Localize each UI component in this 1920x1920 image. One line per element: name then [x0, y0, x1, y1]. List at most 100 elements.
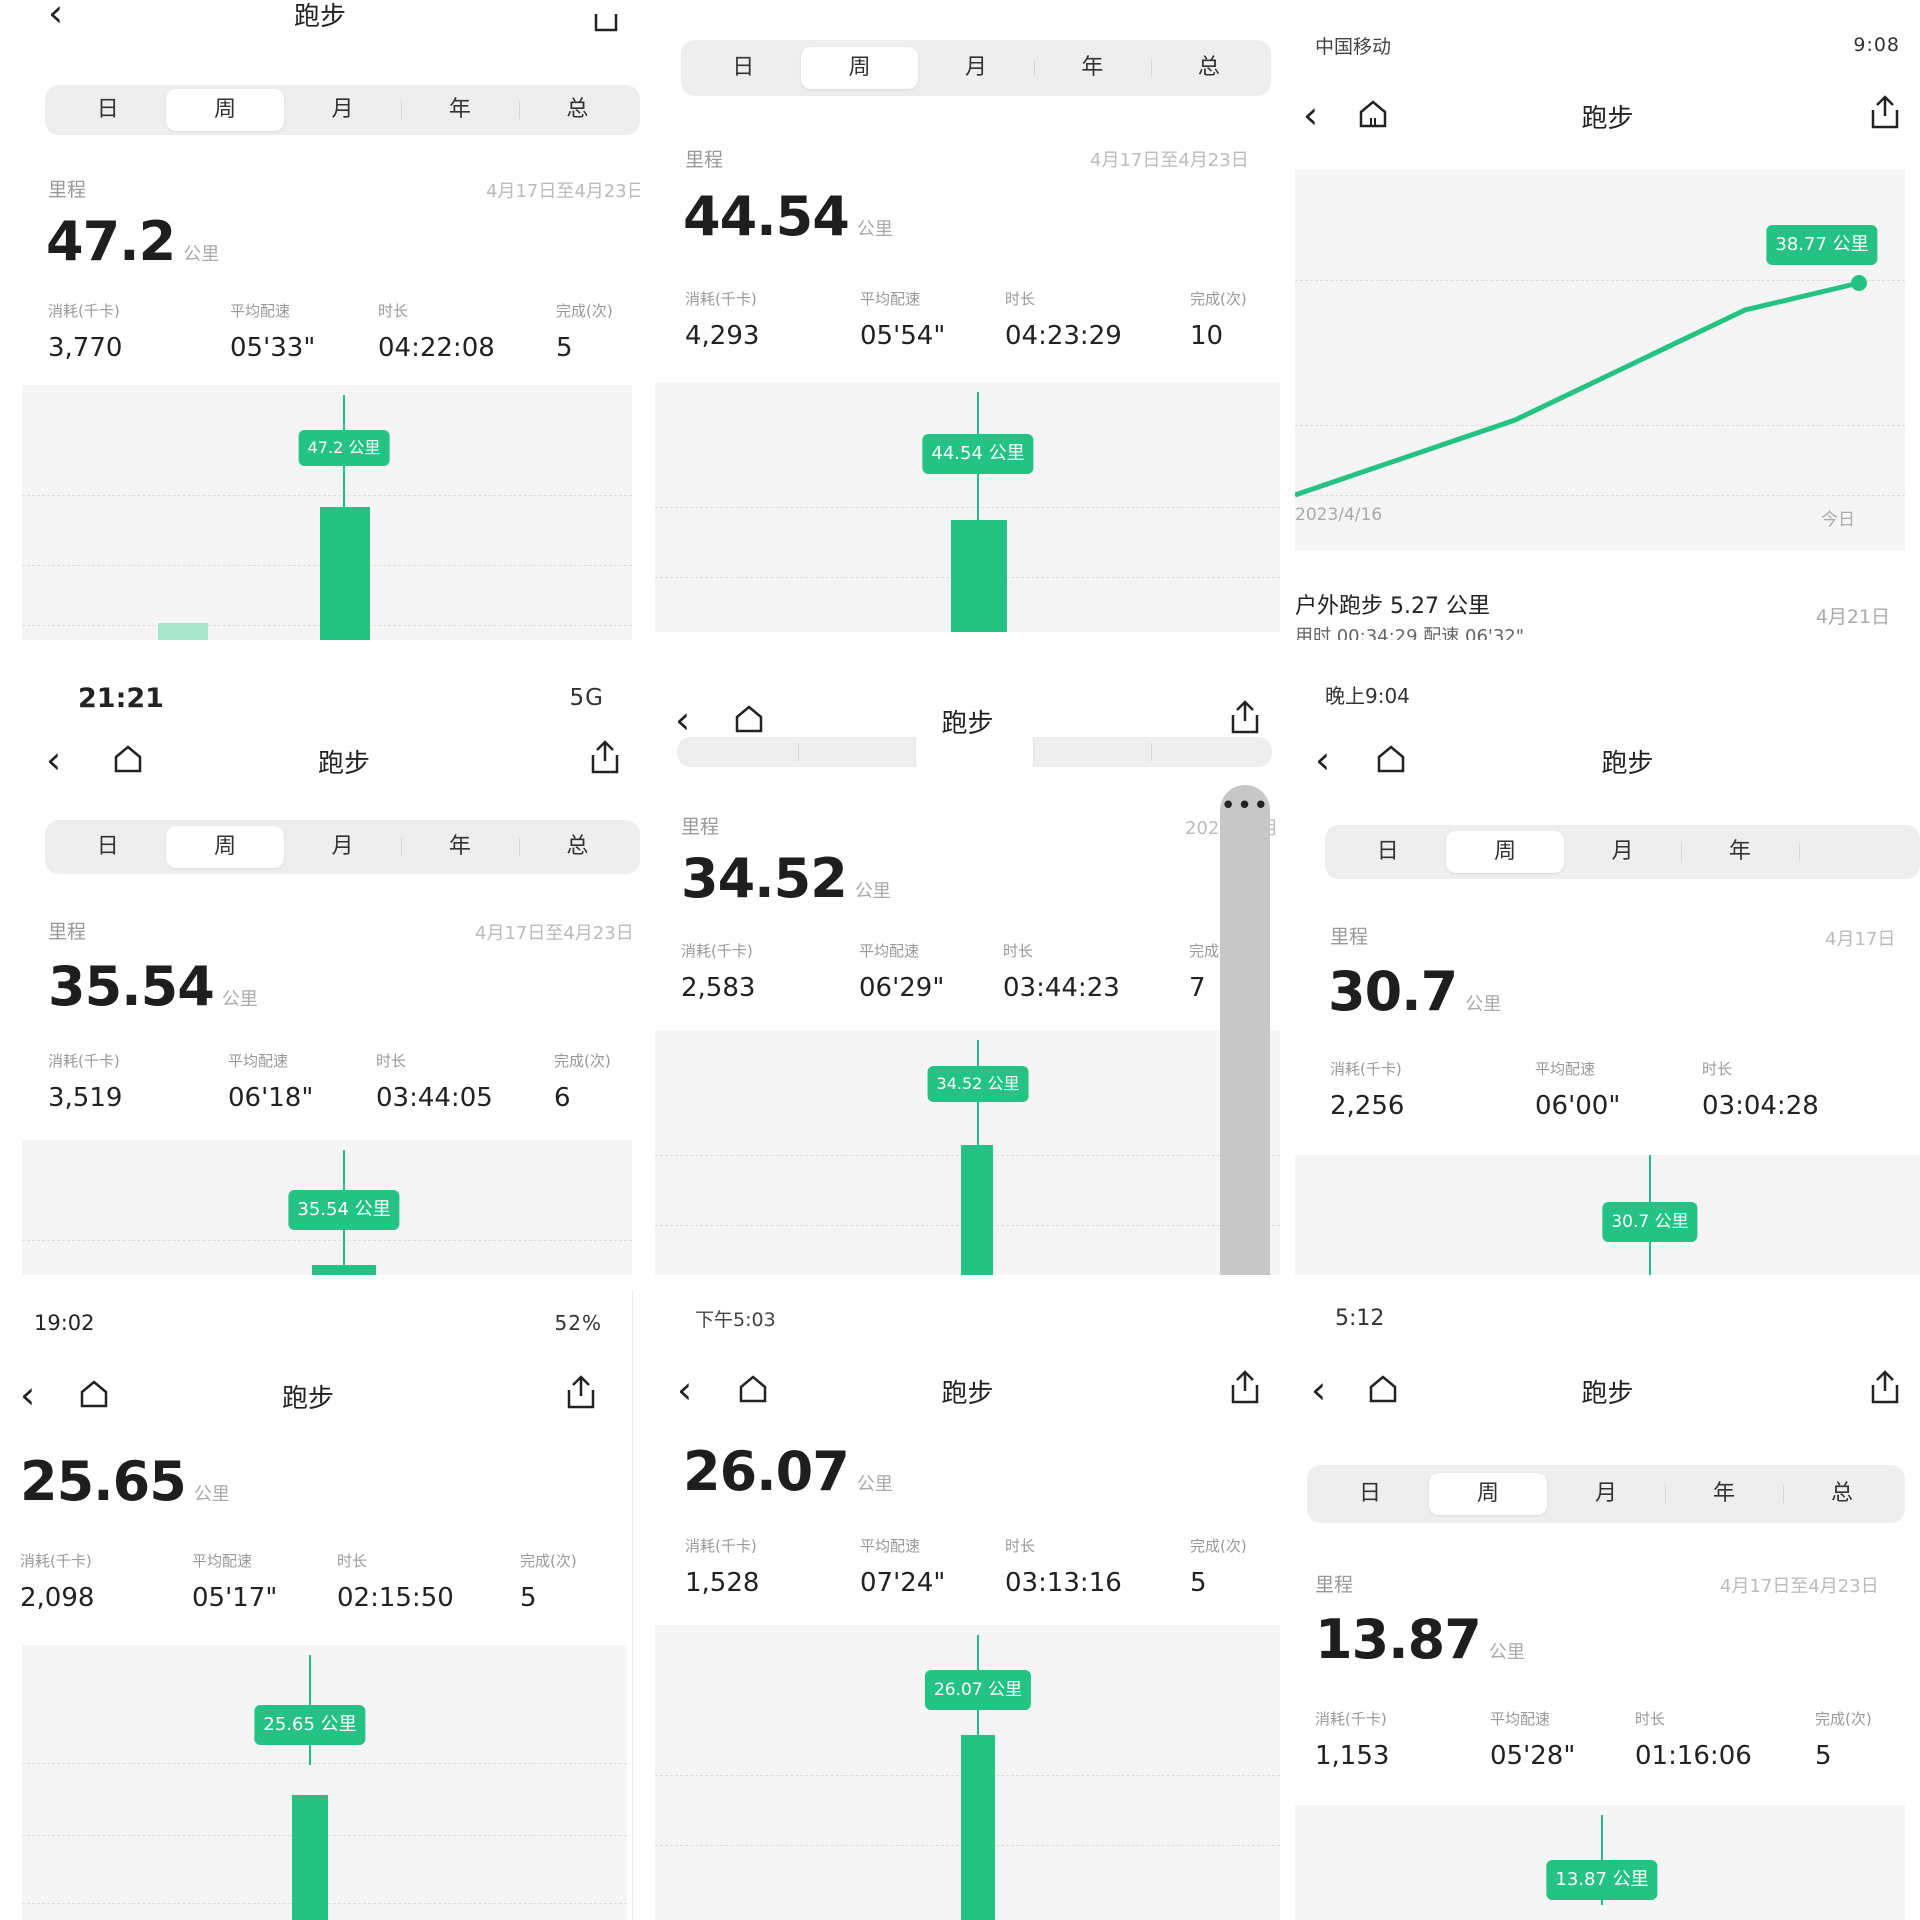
period-tabs: 日 周 月 年 总 [45, 820, 640, 874]
back-icon[interactable]: ‹ [48, 0, 64, 35]
home-icon[interactable] [112, 743, 144, 779]
duration-value: 04:23:29 [1005, 321, 1122, 351]
chart-tooltip: 44.54 公里 [922, 434, 1034, 474]
tab-total[interactable]: 总 [518, 89, 636, 131]
pace-value: 05'33" [230, 333, 316, 363]
share-icon[interactable] [588, 739, 622, 779]
tab-day[interactable]: 日 [96, 834, 119, 859]
pace-label: 平均配速 [1490, 1710, 1551, 1728]
back-icon[interactable]: ‹ [1311, 1368, 1327, 1412]
status-bar: 19:02 52% [0, 1300, 630, 1346]
back-icon[interactable]: ‹ [677, 1368, 693, 1412]
tab-year[interactable]: 年 [401, 89, 518, 131]
tab-total[interactable] [1150, 737, 1268, 767]
tab-month[interactable]: 月 [331, 834, 354, 859]
tab-day[interactable] [681, 737, 798, 767]
chart-bar[interactable] [961, 1735, 995, 1920]
tab-total[interactable]: 总 [1783, 1473, 1901, 1515]
home-icon[interactable] [1375, 743, 1407, 779]
tab-week[interactable]: 周 [1446, 831, 1564, 873]
back-icon[interactable]: ‹ [1315, 738, 1331, 782]
page-title: 跑步 [1581, 104, 1634, 134]
tab-day[interactable]: 日 [732, 55, 755, 80]
status-bar: 21:21 5G [0, 675, 640, 721]
tab-total[interactable]: 总 [1150, 47, 1267, 89]
kcal-value: 2,256 [1330, 1091, 1405, 1121]
tab-week[interactable]: 周 [1429, 1473, 1547, 1515]
nav-bar: ‹ 跑步 [655, 1355, 1280, 1425]
chart-bar[interactable] [951, 520, 1007, 632]
tab-total[interactable]: 总 [518, 826, 636, 868]
chart-tooltip: 34.52 公里 [927, 1066, 1029, 1102]
tab-month[interactable]: 月 [965, 55, 988, 80]
panel-divider [632, 1290, 633, 1920]
floating-toolbar[interactable]: ••• [1220, 785, 1270, 1275]
tab-month[interactable]: 月 [331, 97, 354, 122]
page-title: 跑步 [1581, 1379, 1634, 1409]
count-label: 完成(次) [554, 1052, 611, 1070]
home-icon[interactable] [1367, 1373, 1399, 1409]
kcal-value: 3,770 [48, 333, 123, 363]
mileage-label: 里程 [48, 921, 87, 943]
count-value: 5 [1815, 1741, 1832, 1771]
tab-month[interactable] [915, 737, 1034, 767]
tab-year[interactable]: 年 [1034, 47, 1150, 89]
panel-9: 5:12 ‹ 跑步 日 周 月 年 总 里程 4月17日至4月23日 13.87… [1295, 1290, 1920, 1920]
share-icon[interactable] [564, 1374, 598, 1414]
back-icon[interactable]: ‹ [46, 738, 62, 782]
tab-month[interactable]: 月 [1594, 1481, 1617, 1506]
pace-value: 07'24" [860, 1568, 946, 1598]
nav-bar: ‹ 跑步 [0, 1360, 630, 1430]
nav-bar: ‹ 跑步 [1295, 725, 1920, 795]
share-icon[interactable] [1868, 1369, 1902, 1409]
pace-value: 06'00" [1535, 1091, 1621, 1121]
share-icon[interactable] [1868, 94, 1902, 134]
tab-day[interactable]: 日 [96, 97, 119, 122]
tab-week[interactable]: 周 [801, 47, 918, 89]
tab-year[interactable]: 年 [1681, 831, 1798, 873]
run-record-title[interactable]: 户外跑步 5.27 公里 [1295, 594, 1490, 619]
chart-bar[interactable] [312, 1265, 376, 1275]
pace-label: 平均配速 [230, 302, 291, 320]
more-icon[interactable]: ••• [1220, 791, 1270, 821]
home-icon[interactable] [1357, 98, 1389, 134]
period-tabs: 日 周 月 年 [1325, 825, 1920, 879]
status-time: 下午5:03 [695, 1308, 776, 1331]
pace-value: 05'54" [860, 321, 946, 351]
count-value: 5 [556, 333, 573, 363]
chart-bar[interactable] [320, 507, 370, 640]
home-icon[interactable] [737, 1373, 769, 1409]
back-icon[interactable]: ‹ [20, 1373, 36, 1417]
back-icon[interactable]: ‹ [1303, 93, 1319, 137]
chart-bar[interactable] [961, 1145, 993, 1275]
duration-label: 时长 [1635, 1710, 1666, 1728]
count-label: 完成(次) [1190, 290, 1247, 308]
distance-value: 35.54 公里 [48, 955, 258, 1018]
panel-3: 中国移动 9:08 ‹ 跑步 38.77 公里 2023/4/16 今日 户外跑… [1295, 0, 1920, 640]
home-icon[interactable] [733, 703, 765, 739]
tab-week[interactable]: 周 [166, 89, 284, 131]
home-icon[interactable] [78, 1378, 110, 1414]
chart-bar[interactable] [292, 1795, 328, 1920]
tab-month[interactable]: 月 [1611, 839, 1634, 864]
tab-day[interactable]: 日 [1376, 839, 1399, 864]
share-icon[interactable] [594, 12, 618, 36]
status-time: 21:21 [78, 682, 164, 714]
tab-week[interactable]: 周 [166, 826, 284, 868]
page-title: 跑步 [293, 2, 346, 32]
back-icon[interactable]: ‹ [675, 698, 691, 742]
duration-label: 时长 [378, 302, 409, 320]
pace-label: 平均配速 [192, 1552, 253, 1570]
tab-year[interactable]: 年 [401, 826, 518, 868]
date-range: 4月17日至4月23日 [1090, 150, 1249, 171]
share-icon[interactable] [1228, 1369, 1262, 1409]
chart-bar[interactable] [158, 623, 208, 640]
tab-day[interactable]: 日 [1358, 1481, 1381, 1506]
tab-total[interactable] [1798, 831, 1916, 873]
tab-year[interactable] [1033, 737, 1150, 767]
panel-8: 下午5:03 ‹ 跑步 26.07 公里 消耗(千卡) 1,528 平均配速 07'2… [655, 1290, 1280, 1920]
share-icon[interactable] [1228, 699, 1262, 739]
count-label: 完成(次) [1815, 1710, 1872, 1728]
tab-week[interactable] [798, 737, 915, 767]
tab-year[interactable]: 年 [1665, 1473, 1783, 1515]
